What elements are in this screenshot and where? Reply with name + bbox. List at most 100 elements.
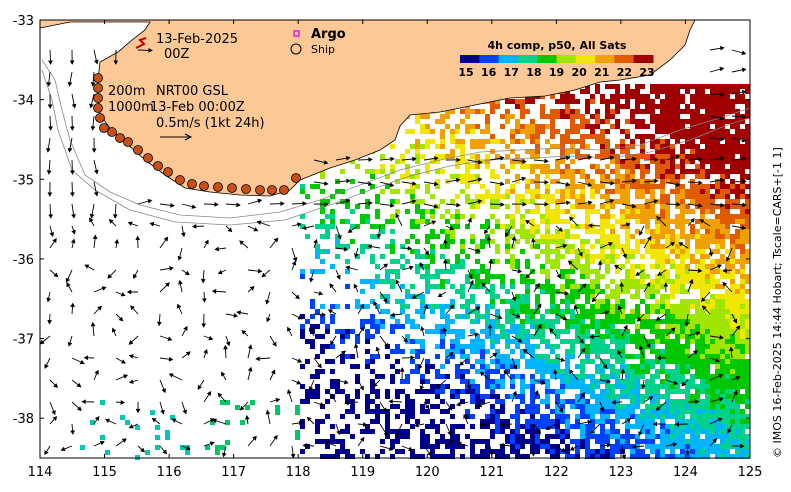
sst-pixel xyxy=(615,99,620,104)
sst-pixel xyxy=(550,94,555,99)
lon-tick-label: 124 xyxy=(673,465,698,480)
sst-pixel xyxy=(330,454,335,459)
sst-pixel xyxy=(565,304,570,309)
sst-pixel xyxy=(645,359,650,364)
current-vector xyxy=(265,291,271,305)
sst-pixel xyxy=(740,94,745,99)
sst-pixel xyxy=(695,414,700,419)
sst-pixel xyxy=(705,379,710,384)
sst-pixel xyxy=(335,304,340,309)
sst-pixel xyxy=(620,139,625,144)
sst-pixel xyxy=(575,199,580,204)
sst-pixel xyxy=(430,229,435,234)
sst-pixel xyxy=(465,159,470,164)
sst-pixel xyxy=(495,379,500,384)
sst-pixel xyxy=(425,399,430,404)
ship-position-marker xyxy=(291,173,301,183)
current-vector xyxy=(423,247,430,256)
sst-pixel xyxy=(530,444,535,449)
sst-pixel xyxy=(225,420,230,425)
sst-pixel xyxy=(505,259,510,264)
sst-pixel xyxy=(545,369,550,374)
sst-pixel xyxy=(605,224,610,229)
current-vector xyxy=(91,137,97,153)
sst-pixel xyxy=(500,279,505,284)
sst-pixel xyxy=(585,269,590,274)
sst-pixel xyxy=(690,224,695,229)
sst-pixel xyxy=(515,154,520,159)
sst-pixel xyxy=(620,354,625,359)
sst-pixel xyxy=(550,344,555,349)
sst-pixel xyxy=(740,244,745,249)
sst-pixel xyxy=(395,179,400,184)
sst-pixel xyxy=(435,179,440,184)
sst-pixel xyxy=(465,199,470,204)
sst-pixel xyxy=(710,209,715,214)
sst-pixel xyxy=(660,339,665,344)
current-vector xyxy=(113,49,119,65)
sst-pixel xyxy=(740,144,745,149)
sst-pixel xyxy=(390,169,395,174)
sst-pixel xyxy=(585,324,590,329)
sst-pixel xyxy=(520,224,525,229)
current-vector xyxy=(201,313,206,328)
current-vector xyxy=(89,203,95,219)
current-vector xyxy=(641,379,646,390)
sst-pixel xyxy=(670,244,675,249)
current-vector xyxy=(269,397,281,403)
sst-pixel xyxy=(735,134,740,139)
sst-pixel xyxy=(725,399,730,404)
sst-pixel xyxy=(720,114,725,119)
current-vector xyxy=(511,390,517,403)
sst-pixel xyxy=(580,429,585,434)
sst-pixel xyxy=(550,419,555,424)
sst-pixel xyxy=(540,239,545,244)
sst-pixel xyxy=(740,214,745,219)
sst-pixel xyxy=(340,244,345,249)
sst-pixel xyxy=(515,104,520,109)
sst-pixel xyxy=(590,294,595,299)
ship-position-marker xyxy=(163,167,173,177)
sst-pixel xyxy=(620,244,625,249)
sst-pixel xyxy=(690,129,695,134)
sst-pixel xyxy=(595,164,600,169)
sst-pixel xyxy=(545,444,550,449)
current-vector xyxy=(367,244,381,249)
sst-pixel xyxy=(680,94,685,99)
sst-pixel xyxy=(720,239,725,244)
sst-pixel xyxy=(505,99,510,104)
sst-pixel xyxy=(595,139,600,144)
sst-pixel xyxy=(340,414,345,419)
sst-pixel xyxy=(505,309,510,314)
sst-pixel xyxy=(690,324,695,329)
sst-pixel xyxy=(520,274,525,279)
current-vector xyxy=(467,332,480,337)
sst-pixel xyxy=(315,424,320,429)
sst-pixel xyxy=(675,384,680,389)
current-vector xyxy=(525,220,535,227)
sst-pixel xyxy=(530,169,535,174)
sst-pixel xyxy=(505,234,510,239)
sst-pixel xyxy=(320,169,325,174)
sst-pixel xyxy=(455,209,460,214)
sst-pixel xyxy=(640,124,645,129)
sst-pixel xyxy=(720,399,725,404)
sst-pixel xyxy=(405,374,410,379)
sst-pixel xyxy=(695,319,700,324)
sst-pixel xyxy=(595,284,600,289)
sst-pixel xyxy=(745,224,750,229)
sst-pixel xyxy=(435,374,440,379)
sst-pixel xyxy=(425,184,430,189)
sst-pixel xyxy=(650,134,655,139)
sst-pixel xyxy=(555,399,560,404)
sst-pixel xyxy=(570,99,575,104)
current-vector xyxy=(357,422,368,427)
sst-pixel xyxy=(450,389,455,394)
sst-pixel xyxy=(580,404,585,409)
sst-pixel xyxy=(450,129,455,134)
sst-pixel xyxy=(615,404,620,409)
sst-pixel xyxy=(565,104,570,109)
sst-pixel xyxy=(670,344,675,349)
current-vector xyxy=(545,423,557,430)
sst-pixel xyxy=(450,224,455,229)
